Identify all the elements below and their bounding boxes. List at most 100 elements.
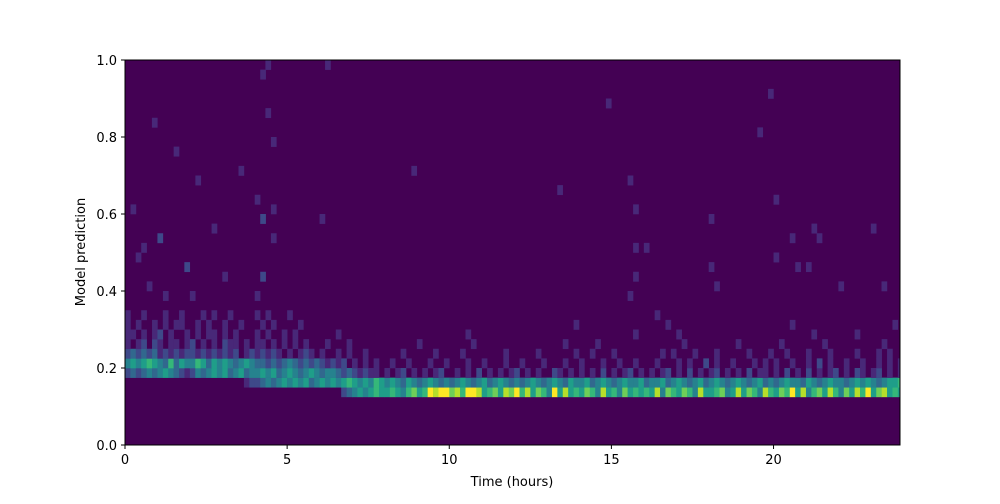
heatmap-cell bbox=[508, 377, 515, 388]
heatmap-cell bbox=[551, 387, 558, 398]
heatmap-cell bbox=[773, 252, 780, 263]
heatmap-cell bbox=[189, 348, 196, 359]
heatmap-cell bbox=[125, 339, 131, 350]
heatmap-cell bbox=[460, 348, 466, 359]
heatmap-cell bbox=[281, 339, 288, 350]
heatmap-cell bbox=[816, 358, 823, 369]
heatmap-cell bbox=[146, 281, 153, 292]
heatmap-cell bbox=[195, 368, 201, 378]
heatmap-cell bbox=[130, 358, 137, 369]
heatmap-cell bbox=[714, 348, 720, 359]
heatmap-cell bbox=[784, 387, 791, 398]
heatmap-cell bbox=[633, 329, 639, 340]
heatmap-cell bbox=[222, 339, 228, 350]
heatmap-cell bbox=[152, 368, 158, 378]
heatmap-cell bbox=[514, 377, 520, 388]
heatmap-cell bbox=[416, 387, 423, 398]
heatmap-cell bbox=[854, 377, 861, 388]
heatmap-cell bbox=[270, 358, 277, 369]
heatmap-cell bbox=[346, 368, 353, 378]
heatmap-cell bbox=[276, 348, 283, 359]
heatmap-cell bbox=[460, 377, 466, 388]
heatmap-cell bbox=[546, 387, 553, 398]
heatmap-cell bbox=[503, 358, 510, 369]
heatmap-cell bbox=[773, 358, 780, 369]
y-tick-label: 1.0 bbox=[96, 54, 117, 69]
heatmap-cell bbox=[287, 368, 293, 378]
heatmap-cell bbox=[865, 377, 872, 388]
heatmap-cell bbox=[887, 387, 893, 398]
heatmap-cell bbox=[173, 319, 180, 330]
heatmap-cell bbox=[324, 358, 331, 369]
heatmap-cell bbox=[562, 387, 569, 398]
heatmap-cell bbox=[633, 387, 639, 398]
heatmap-cell bbox=[643, 387, 650, 398]
heatmap-cell bbox=[589, 377, 596, 388]
heatmap-cell bbox=[216, 358, 223, 369]
heatmap-cell bbox=[200, 310, 207, 321]
heatmap-cell bbox=[827, 368, 834, 378]
heatmap-cell bbox=[578, 377, 585, 388]
heatmap-cell bbox=[627, 175, 634, 186]
heatmap-cell bbox=[735, 387, 742, 398]
heatmap-cell bbox=[492, 377, 499, 388]
heatmap-cell bbox=[568, 377, 574, 388]
heatmap-cell bbox=[805, 387, 812, 398]
heatmap-cell bbox=[373, 368, 380, 378]
heatmap-cell bbox=[633, 377, 639, 388]
heatmap-cell bbox=[876, 358, 882, 369]
heatmap-cell bbox=[270, 368, 277, 378]
heatmap-cell bbox=[708, 368, 715, 378]
heatmap-cell bbox=[297, 348, 304, 359]
heatmap-cell bbox=[406, 358, 412, 369]
heatmap-cell bbox=[638, 368, 645, 378]
heatmap-cell bbox=[476, 387, 483, 398]
heatmap-cell bbox=[362, 387, 369, 398]
heatmap-cell bbox=[735, 377, 742, 388]
heatmap-cell bbox=[249, 358, 256, 369]
heatmap-cell bbox=[157, 233, 164, 244]
heatmap-cell bbox=[135, 368, 142, 378]
heatmap-cell bbox=[319, 368, 326, 378]
heatmap-cell bbox=[557, 185, 563, 196]
heatmap-cell bbox=[854, 368, 861, 378]
heatmap-cell bbox=[146, 368, 153, 378]
heatmap-cell bbox=[265, 348, 272, 359]
heatmap-cell bbox=[654, 377, 661, 388]
heatmap-cell bbox=[692, 387, 699, 398]
heatmap-cell bbox=[438, 387, 445, 398]
heatmap-cell bbox=[152, 329, 158, 340]
heatmap-cell bbox=[168, 339, 174, 350]
heatmap-cell bbox=[551, 377, 558, 388]
heatmap-cell bbox=[681, 387, 688, 398]
heatmap-cell bbox=[730, 387, 737, 398]
heatmap-cell bbox=[730, 358, 737, 369]
heatmap-cell bbox=[379, 387, 385, 398]
heatmap-cell bbox=[130, 204, 137, 215]
heatmap-cell bbox=[470, 387, 477, 398]
heatmap-cell bbox=[741, 377, 747, 388]
heatmap-cell bbox=[141, 339, 147, 350]
heatmap-cell bbox=[600, 387, 607, 398]
heatmap-cell bbox=[324, 368, 331, 378]
heatmap-cell bbox=[541, 387, 547, 398]
heatmap-cell bbox=[827, 358, 834, 369]
heatmap-cell bbox=[195, 319, 201, 330]
heatmap-cell bbox=[860, 377, 866, 388]
heatmap-cell bbox=[660, 387, 666, 398]
heatmap-cell bbox=[881, 387, 888, 398]
heatmap-cell bbox=[870, 377, 877, 388]
heatmap-cell bbox=[600, 368, 607, 378]
heatmap-cell bbox=[892, 319, 899, 330]
heatmap-cell bbox=[816, 368, 823, 378]
heatmap-cell bbox=[195, 175, 202, 186]
heatmap-cell bbox=[514, 368, 520, 378]
heatmap-cell bbox=[870, 387, 877, 398]
heatmap-cell bbox=[270, 319, 277, 330]
heatmap-cell bbox=[287, 358, 293, 369]
heatmap-cell bbox=[681, 377, 688, 388]
heatmap-cell bbox=[714, 377, 720, 388]
heatmap-cell bbox=[795, 262, 801, 273]
heatmap-cell bbox=[135, 319, 142, 330]
heatmap-cell bbox=[708, 387, 715, 398]
